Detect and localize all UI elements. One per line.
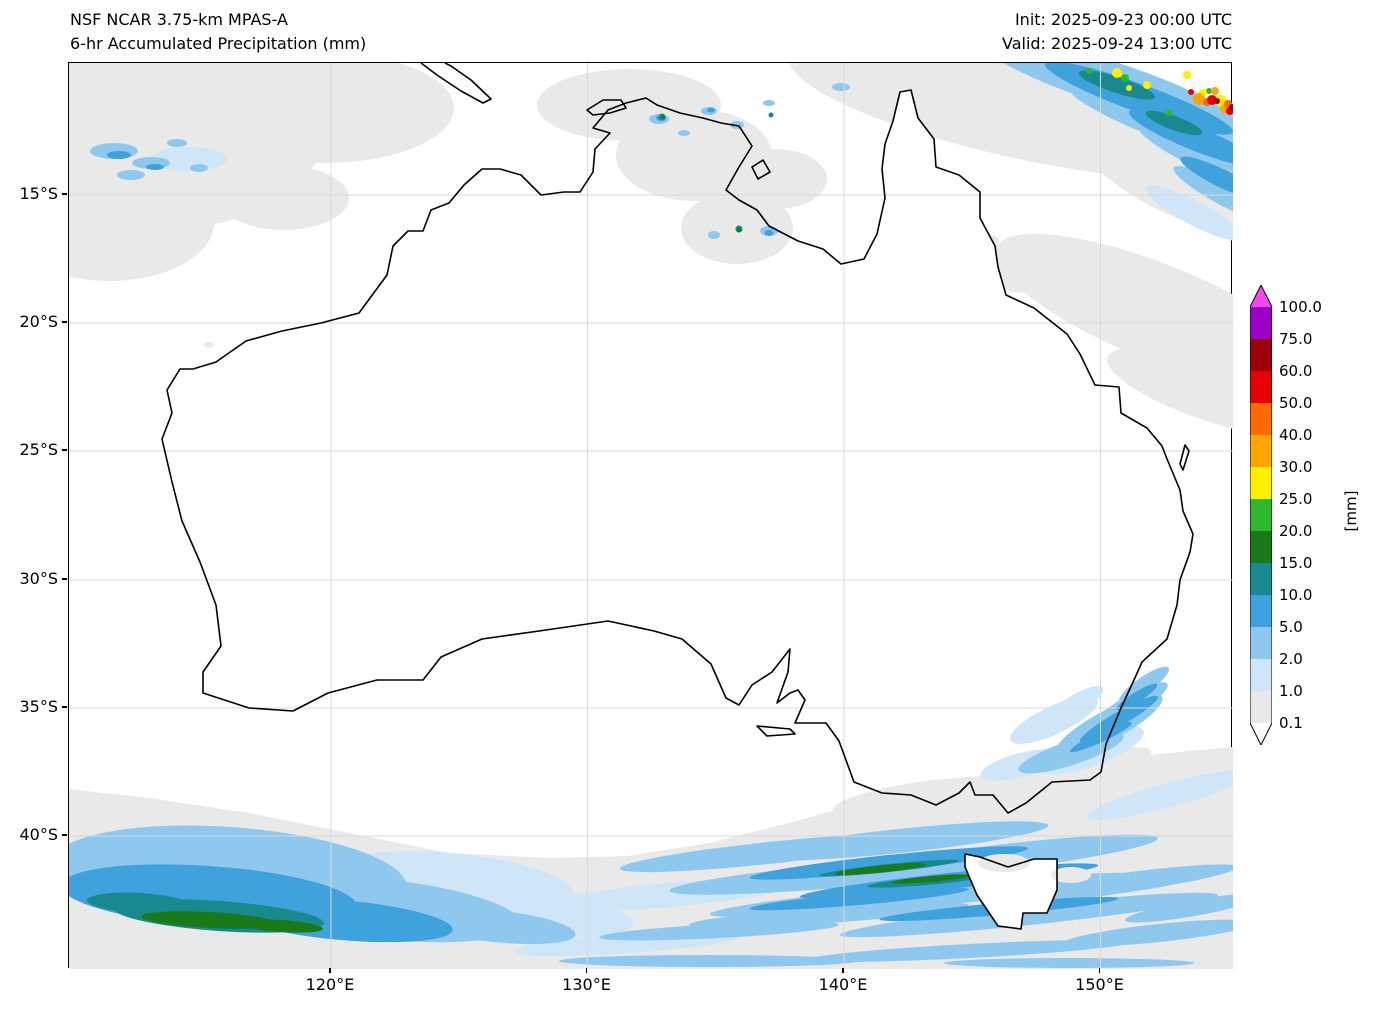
coastline-tiwi-islands (586, 99, 627, 116)
precip-trace-land (537, 69, 1152, 883)
colorbar-tick-label: 5.0 (1279, 618, 1303, 636)
colorbar-segment (1250, 307, 1272, 339)
y-axis-tick-label: 40°S (19, 825, 58, 844)
colorbar-segment (1250, 435, 1272, 467)
product-title: 6-hr Accumulated Precipitation (mm) (70, 34, 367, 53)
y-axis-tick-label: 35°S (19, 697, 58, 716)
storm-cluster-northeast (1086, 68, 1233, 117)
x-axis-tick-mark (1098, 968, 1101, 973)
coastline-kangaroo-island (756, 725, 796, 737)
coastline-australia (161, 89, 1194, 814)
y-axis-tick-label: 30°S (19, 569, 58, 588)
y-axis-tick-mark (62, 193, 67, 195)
colorbar-segment (1250, 595, 1272, 627)
coastlines (161, 63, 1194, 930)
colorbar-unit-label: [mm] (1342, 490, 1360, 532)
y-axis-tick-mark (62, 578, 67, 580)
x-axis-tick-label: 140°E (818, 975, 868, 994)
init-time: Init: 2025-09-23 00:00 UTC (1014, 10, 1232, 29)
colorbar-tick-label: 100.0 (1279, 298, 1322, 316)
colorbar-arrow-high (1250, 285, 1272, 307)
colorbar (1249, 283, 1273, 749)
model-title: NSF NCAR 3.75-km MPAS-A (70, 10, 288, 29)
colorbar-tick-label: 0.1 (1279, 714, 1303, 732)
precip-southeast-coast (980, 666, 1169, 781)
colorbar-segment (1250, 403, 1272, 435)
x-axis-tick-mark (842, 968, 844, 973)
colorbar-tick-label: 20.0 (1279, 522, 1313, 540)
colorbar-segment (1250, 531, 1272, 563)
coastline-tasmania (964, 853, 1058, 930)
colorbar-tick-label: 1.0 (1279, 682, 1303, 700)
colorbar-segment (1250, 339, 1272, 371)
colorbar-segment (1250, 467, 1272, 499)
gridlines (69, 63, 1233, 969)
land-kangaroo-island (757, 726, 795, 736)
colorbar-tick-label: 75.0 (1279, 330, 1313, 348)
colorbar-tick-label: 15.0 (1279, 554, 1313, 572)
valid-time: Valid: 2025-09-24 13:00 UTC (1001, 34, 1232, 53)
plot-title-block: NSF NCAR 3.75-km MPAS-A 6-hr Accumulated… (70, 8, 366, 56)
x-axis-tick-label: 130°E (562, 975, 611, 994)
colorbar-segment (1250, 499, 1272, 531)
y-axis-tick-label: 20°S (19, 312, 58, 331)
colorbar-tick-label: 10.0 (1279, 586, 1313, 604)
precip-green-ocean (141, 863, 971, 933)
y-axis-tick-mark (62, 834, 67, 836)
colorbar-svg (1249, 283, 1273, 747)
coastline-groote-eylandt (751, 159, 771, 180)
y-axis-tick-mark (62, 321, 67, 323)
land-timor (421, 63, 491, 103)
colorbar-segment (1250, 627, 1272, 659)
colorbar-segment (1250, 691, 1272, 723)
x-axis-tick-mark (329, 968, 331, 973)
colorbar-tick-label: 30.0 (1279, 458, 1313, 476)
y-axis-tick-label: 25°S (19, 440, 58, 459)
x-axis-tick-mark (585, 968, 588, 973)
colorbar-segment (1250, 659, 1272, 691)
colorbar-segment (1250, 563, 1272, 595)
colorbar-arrow-low (1250, 723, 1272, 745)
map-plot (68, 62, 1233, 969)
colorbar-tick-label: 50.0 (1279, 394, 1313, 412)
colorbar-tick-label: 60.0 (1279, 362, 1313, 380)
map-svg (69, 63, 1233, 969)
x-axis-tick-label: 150°E (1075, 975, 1124, 994)
colorbar-tick-label: 2.0 (1279, 650, 1303, 668)
x-axis-tick-label: 120°E (305, 975, 355, 994)
y-axis-tick-mark (62, 706, 67, 708)
coastline-timor (420, 63, 492, 104)
colorbar-tick-label: 40.0 (1279, 426, 1313, 444)
y-axis-tick-mark (62, 449, 67, 451)
y-axis-tick-label: 15°S (19, 184, 58, 203)
colorbar-segment (1250, 371, 1272, 403)
colorbar-tick-label: 25.0 (1279, 490, 1313, 508)
plot-time-block: Init: 2025-09-23 00:00 UTC Valid: 2025-0… (1002, 8, 1232, 56)
coastline-fraser-island (1179, 444, 1190, 471)
